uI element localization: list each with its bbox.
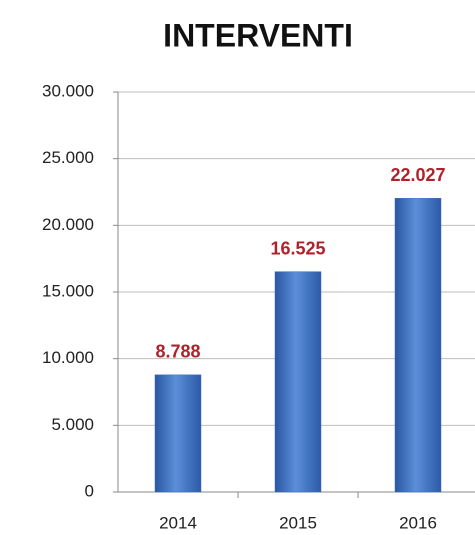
chart-title: INTERVENTI (163, 17, 353, 53)
value-label: 22.027 (390, 165, 445, 185)
value-label: 16.525 (270, 238, 325, 258)
y-tick-label: 30.000 (42, 81, 94, 100)
y-tick-label: 25.000 (42, 148, 94, 167)
value-label: 8.788 (155, 342, 200, 362)
y-tick-label: 5.000 (51, 415, 94, 434)
x-tick-label: 2015 (279, 513, 317, 532)
bar (394, 198, 442, 493)
y-tick-label: 20.000 (42, 215, 94, 234)
x-tick-label: 2016 (399, 513, 437, 532)
bar (274, 271, 322, 493)
x-tick-label: 2014 (159, 513, 197, 532)
bar (154, 374, 202, 493)
y-tick-label: 10.000 (42, 348, 94, 367)
y-tick-label: 0 (85, 481, 94, 500)
y-tick-label: 15.000 (42, 281, 94, 300)
